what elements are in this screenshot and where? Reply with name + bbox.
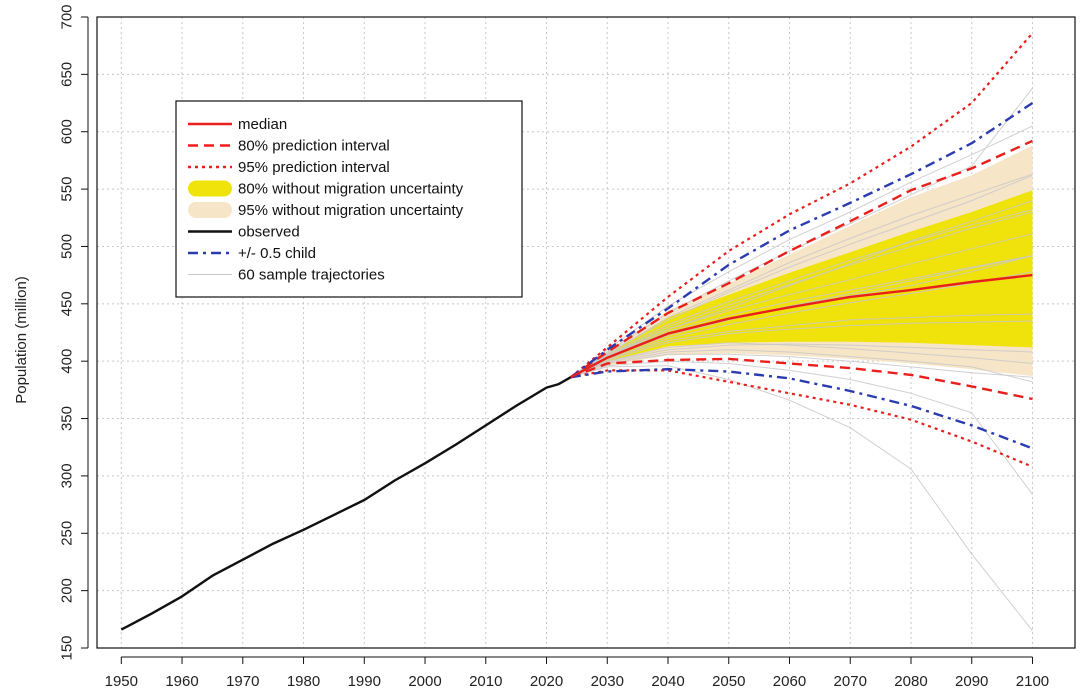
pi95-lower-line — [570, 369, 1033, 468]
y-tick-label: 350 — [59, 406, 76, 431]
y-tick-label: 400 — [59, 349, 76, 374]
x-tick-label: 2080 — [894, 673, 927, 690]
sample-trajectory-line — [570, 233, 1033, 378]
y-tick-label: 650 — [59, 62, 76, 87]
pi80-upper-line — [570, 139, 1033, 379]
x-tick-label: 1980 — [287, 673, 320, 690]
y-tick-label: 200 — [59, 578, 76, 603]
legend-swatch-band — [188, 202, 232, 218]
y-tick-label: 250 — [59, 521, 76, 546]
plot-frame — [96, 16, 1076, 649]
x-tick-label: 2010 — [469, 673, 502, 690]
x-tick-label: 1990 — [348, 673, 381, 690]
y-tick-label: 450 — [59, 291, 76, 316]
median-line — [570, 273, 1033, 379]
legend-label: 60 sample trajectories — [238, 267, 385, 284]
x-tick-label: 2020 — [530, 673, 563, 690]
sample-trajectory-line — [570, 211, 1033, 378]
projection-lines — [120, 32, 1034, 631]
x-tick-label: 1950 — [105, 673, 138, 690]
sample-trajectory-line — [570, 255, 1033, 378]
x-tick-label: 2000 — [408, 673, 441, 690]
band-80-area — [570, 190, 1033, 378]
band-80-without-migration — [570, 190, 1033, 378]
y-tick-label: 700 — [59, 4, 76, 29]
x-tick-label: 2070 — [834, 673, 867, 690]
x-tick-label: 2030 — [591, 673, 624, 690]
pi95-upper-line — [570, 32, 1034, 379]
y-axis: 150 200 250 300 350 400 450 500 550 600 650 700 — [59, 4, 89, 661]
sample-trajectory-line — [570, 320, 1033, 378]
sample-trajectory-line — [570, 200, 1033, 378]
legend-swatch-band — [188, 180, 232, 197]
y-tick-label: 550 — [59, 177, 76, 202]
x-tick-label: 1960 — [165, 673, 198, 690]
y-tick-label: 300 — [59, 463, 76, 488]
sample-trajectory-line — [570, 342, 1033, 378]
x-tick-label: 2040 — [651, 673, 684, 690]
x-tick-label: 2090 — [955, 673, 988, 690]
observed-line — [120, 376, 572, 631]
y-tick-label: 500 — [59, 234, 76, 259]
legend: median 80% prediction interval 95% predict… — [175, 100, 523, 298]
legend-label: 95% without migration uncertainty — [238, 202, 464, 219]
y-tick-label: 600 — [59, 119, 76, 144]
y-tick-label: 150 — [59, 635, 76, 660]
sample-trajectory-line — [570, 313, 1033, 378]
x-tick-label: 2050 — [712, 673, 745, 690]
sample-trajectory-line — [570, 353, 1033, 378]
y-axis-label: Population (million) — [13, 276, 30, 404]
legend-label: observed — [238, 224, 300, 241]
legend-label: median — [238, 116, 287, 133]
legend-label: +/- 0.5 child — [238, 245, 316, 262]
legend-box — [175, 100, 523, 298]
legend-label: 80% prediction interval — [238, 138, 390, 155]
sample-trajectory-line — [570, 271, 1033, 378]
pi80-lower-line — [570, 357, 1033, 401]
x-tick-label: 2100 — [1016, 673, 1049, 690]
sample-trajectory-line — [570, 343, 1033, 378]
legend-label: 80% without migration uncertainty — [238, 181, 464, 198]
sample-trajectory-line — [570, 349, 1033, 383]
legend-label: 95% prediction interval — [238, 159, 390, 176]
sample-trajectory-line — [570, 173, 1033, 378]
x-tick-label: 2060 — [773, 673, 806, 690]
sample-trajectory-line — [570, 360, 1033, 495]
sample-trajectory-line — [570, 209, 1033, 378]
x-axis: 1950 1960 1970 1980 1990 2000 2010 2020 2030 2040… — [105, 656, 1049, 690]
x-tick-label: 1970 — [226, 673, 259, 690]
sample-trajectory-line — [570, 365, 1033, 632]
half-child-upper-line — [570, 101, 1034, 379]
